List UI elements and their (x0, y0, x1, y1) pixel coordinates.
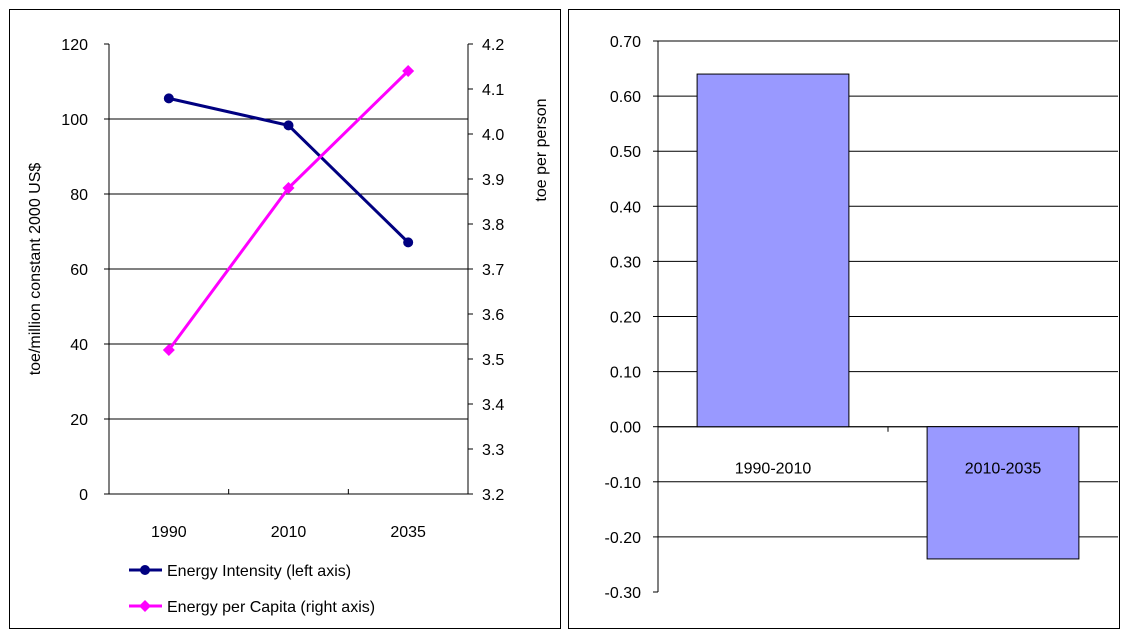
y-tick-label: 0.50 (610, 144, 641, 161)
y2-tick-label: 3.8 (482, 217, 504, 234)
series-line (167, 69, 410, 351)
y2-tick-label: 3.4 (482, 397, 504, 414)
y2-axis-label: toe per person (533, 98, 550, 201)
y-tick-label: 0 (79, 487, 88, 504)
y-tick-label: 40 (70, 337, 88, 354)
y2-tick-label: 3.6 (482, 307, 504, 324)
x-tick-label: 2010 (271, 524, 307, 541)
y-tick-label: 0.10 (610, 365, 641, 382)
legend-label: Energy per Capita (right axis) (167, 599, 375, 616)
x-tick-label: 2035 (390, 524, 426, 541)
y-tick-label: 120 (61, 37, 88, 54)
bar-chart: -0.30 -0.20 -0.10 0.00 0.10 0.20 0.30 0.40 0.50 0… (605, 34, 1118, 602)
y-tick-label: 0.40 (610, 199, 641, 216)
legend-marker (139, 600, 151, 612)
series-line (168, 96, 410, 244)
bar-chart-panel: -0.30 -0.20 -0.10 0.00 0.10 0.20 0.30 0.40 0.50 0… (568, 9, 1120, 629)
y-tick-label: 60 (70, 262, 88, 279)
y-tick-label: 0.20 (610, 310, 641, 327)
line-chart-panel: 0 20 40 60 80 100 120 1990 2010 2035 3.2 3.3 3.4 3.5 3… (9, 9, 561, 629)
y2-tick-label: 4.1 (482, 82, 504, 99)
y-tick-label: -0.30 (605, 585, 642, 602)
data-point (403, 237, 414, 248)
y2-tick-label: 3.2 (482, 487, 504, 504)
bar (926, 426, 1080, 560)
y-axis-label: toe/million constant 2000 US$ (27, 163, 44, 376)
data-point (282, 182, 295, 194)
y-tick-label: 0.70 (610, 34, 641, 51)
data-point (283, 120, 294, 131)
bar (696, 73, 850, 428)
legend-label: Energy Intensity (left axis) (167, 563, 351, 580)
y-tick-label: 100 (61, 112, 88, 129)
y2-tick-label: 3.5 (482, 352, 504, 369)
y2-tick-label: 3.9 (482, 172, 504, 189)
y-tick-label: -0.20 (605, 530, 642, 547)
y2-tick-label: 4.2 (482, 37, 504, 54)
y-tick-label: 80 (70, 187, 88, 204)
data-point (402, 65, 415, 77)
y-tick-label: -0.10 (605, 475, 642, 492)
y-tick-label: 0.60 (610, 89, 641, 106)
y-tick-label: 0.00 (610, 420, 641, 437)
x-tick-label: 1990-2010 (735, 461, 812, 478)
y-tick-label: 20 (70, 412, 88, 429)
data-point (162, 344, 175, 356)
x-tick-label: 1990 (151, 524, 187, 541)
y2-tick-label: 3.7 (482, 262, 504, 279)
legend-marker (140, 565, 150, 575)
x-tick-label: 2010-2035 (965, 461, 1042, 478)
line-chart: 0 20 40 60 80 100 120 1990 2010 2035 3.2 3.3 3.4 3.5 3… (27, 37, 550, 616)
y2-tick-label: 3.3 (482, 442, 504, 459)
y2-tick-label: 4.0 (482, 127, 504, 144)
y-tick-label: 0.30 (610, 254, 641, 271)
data-point (163, 93, 174, 104)
